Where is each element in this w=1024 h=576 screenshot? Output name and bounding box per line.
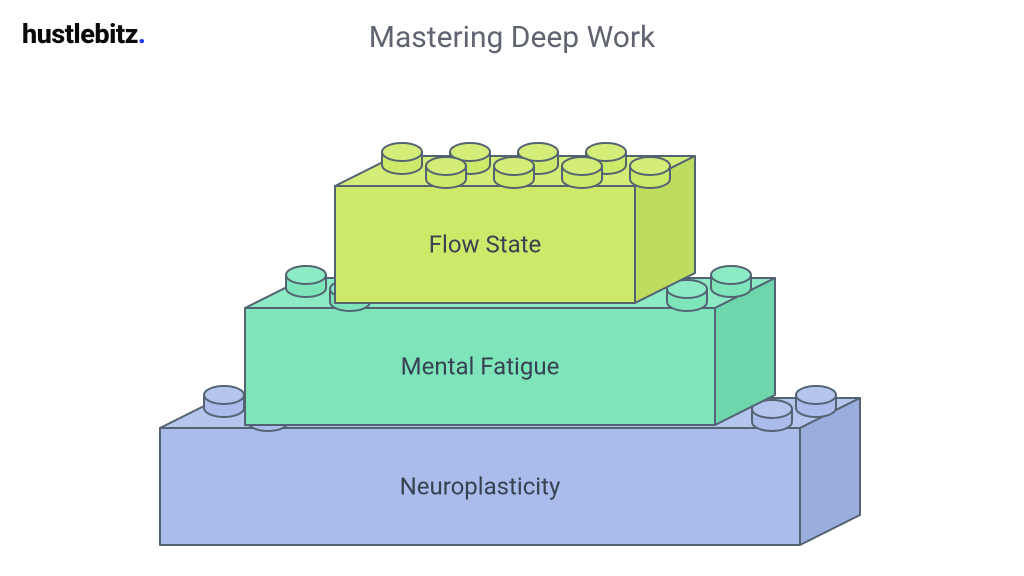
brick-label-bottom: Neuroplasticity	[400, 473, 561, 501]
brick-diagram: Neuroplasticity Mental Fatigue Flow State	[0, 0, 1024, 576]
brick-label-top: Flow State	[429, 231, 542, 259]
brick-label-middle: Mental Fatigue	[401, 353, 560, 381]
